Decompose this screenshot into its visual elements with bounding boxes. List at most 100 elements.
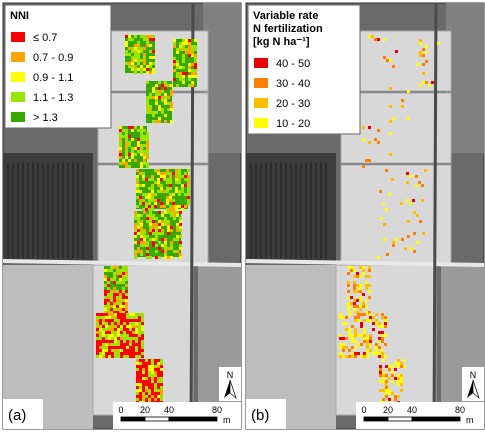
pixel [194, 45, 197, 48]
pixel [360, 355, 363, 358]
pixel [126, 331, 129, 334]
pixel [368, 126, 371, 129]
pixel [110, 296, 113, 299]
pixel [158, 105, 161, 108]
pixel [110, 278, 113, 281]
scale-segment [168, 416, 218, 422]
pixel [378, 325, 381, 328]
pixel [146, 108, 149, 111]
pixel [382, 359, 385, 362]
pixel [395, 238, 398, 241]
pixel [113, 275, 116, 278]
pixel [137, 150, 140, 153]
pixel [119, 141, 122, 144]
pixel [404, 247, 407, 250]
pixel [392, 241, 395, 244]
pixel [99, 352, 102, 355]
legend-title: NNI [10, 10, 29, 22]
pixel [139, 172, 142, 175]
pixel [123, 328, 126, 331]
pixel [132, 313, 135, 316]
pixel [354, 355, 357, 358]
pixel [114, 346, 117, 349]
pixel [107, 308, 110, 311]
pixel [369, 337, 372, 340]
pixel [155, 84, 158, 87]
pixel [152, 56, 155, 59]
pixel [134, 59, 137, 62]
pixel [351, 346, 354, 349]
pixel [161, 108, 164, 111]
pixel [161, 99, 164, 102]
pixel [129, 334, 132, 337]
pixel [119, 275, 122, 278]
pixel [120, 331, 123, 334]
pixel [126, 346, 129, 349]
pixel [142, 377, 145, 380]
pixel [167, 232, 170, 235]
pixel [99, 316, 102, 319]
pixel [125, 284, 128, 287]
pixel [137, 226, 140, 229]
pixel [142, 383, 145, 386]
pixel [348, 355, 351, 358]
pixel [105, 319, 108, 322]
pixel [155, 99, 158, 102]
pixel [170, 214, 173, 217]
pixel [141, 340, 144, 343]
pixel [148, 365, 151, 368]
pixel [108, 337, 111, 340]
pixel [111, 352, 114, 355]
pixel [104, 302, 107, 305]
pixel [379, 389, 382, 392]
pixel [135, 316, 138, 319]
pixel [110, 302, 113, 305]
pixel [129, 340, 132, 343]
pixel [123, 325, 126, 328]
pixel [157, 392, 160, 395]
pixel [155, 223, 158, 226]
pixel [110, 311, 113, 314]
pixel [154, 371, 157, 374]
pixel [120, 340, 123, 343]
pixel [369, 349, 372, 352]
pixel [154, 377, 157, 380]
pixel [110, 299, 113, 302]
pixel [117, 331, 120, 334]
pixel [104, 305, 107, 308]
pixel [122, 299, 125, 302]
pixel [139, 395, 142, 398]
pixel [161, 211, 164, 214]
pixel [357, 313, 360, 316]
pixel [105, 322, 108, 325]
pixel [138, 313, 141, 316]
legend-box [247, 4, 361, 135]
pixel [348, 313, 351, 316]
pixel [365, 305, 368, 308]
pixel [125, 299, 128, 302]
pixel [110, 305, 113, 308]
pixel [125, 41, 128, 44]
pixel [381, 331, 384, 334]
pixel [99, 355, 102, 358]
pixel [125, 144, 128, 147]
pixel [347, 302, 350, 305]
pixel [140, 68, 143, 71]
pixel [359, 287, 362, 290]
pixel [179, 226, 182, 229]
pixel [368, 159, 371, 162]
pixel [148, 362, 151, 365]
pixel [363, 313, 366, 316]
pixel [152, 244, 155, 247]
pixel [154, 386, 157, 389]
pixel [167, 247, 170, 250]
pixel [122, 281, 125, 284]
pixel [142, 380, 145, 383]
pixel [357, 343, 360, 346]
pixel [131, 59, 134, 62]
pixel [146, 105, 149, 108]
pixel [145, 398, 148, 401]
pixel [170, 226, 173, 229]
pixel [152, 38, 155, 41]
pixel [166, 169, 169, 172]
